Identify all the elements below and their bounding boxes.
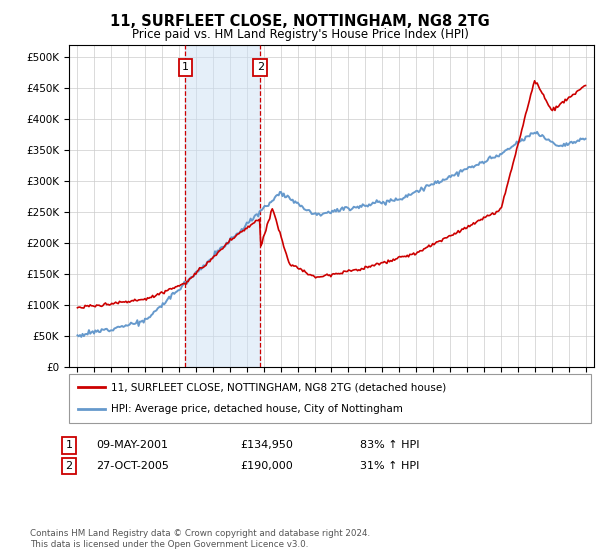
Text: Contains HM Land Registry data © Crown copyright and database right 2024.
This d: Contains HM Land Registry data © Crown c… <box>30 529 370 549</box>
Bar <box>185 45 260 367</box>
Text: 11, SURFLEET CLOSE, NOTTINGHAM, NG8 2TG (detached house): 11, SURFLEET CLOSE, NOTTINGHAM, NG8 2TG … <box>111 382 446 393</box>
Text: 1: 1 <box>65 440 73 450</box>
Text: 27-OCT-2005: 27-OCT-2005 <box>96 461 169 471</box>
Text: 09-MAY-2001: 09-MAY-2001 <box>96 440 168 450</box>
Text: 11, SURFLEET CLOSE, NOTTINGHAM, NG8 2TG: 11, SURFLEET CLOSE, NOTTINGHAM, NG8 2TG <box>110 14 490 29</box>
Text: 2: 2 <box>257 62 264 72</box>
Text: Price paid vs. HM Land Registry's House Price Index (HPI): Price paid vs. HM Land Registry's House … <box>131 28 469 41</box>
Text: £190,000: £190,000 <box>240 461 293 471</box>
Text: £134,950: £134,950 <box>240 440 293 450</box>
Text: 83% ↑ HPI: 83% ↑ HPI <box>360 440 419 450</box>
Text: 1: 1 <box>182 62 189 72</box>
Text: HPI: Average price, detached house, City of Nottingham: HPI: Average price, detached house, City… <box>111 404 403 414</box>
Text: 2: 2 <box>65 461 73 471</box>
Text: 31% ↑ HPI: 31% ↑ HPI <box>360 461 419 471</box>
